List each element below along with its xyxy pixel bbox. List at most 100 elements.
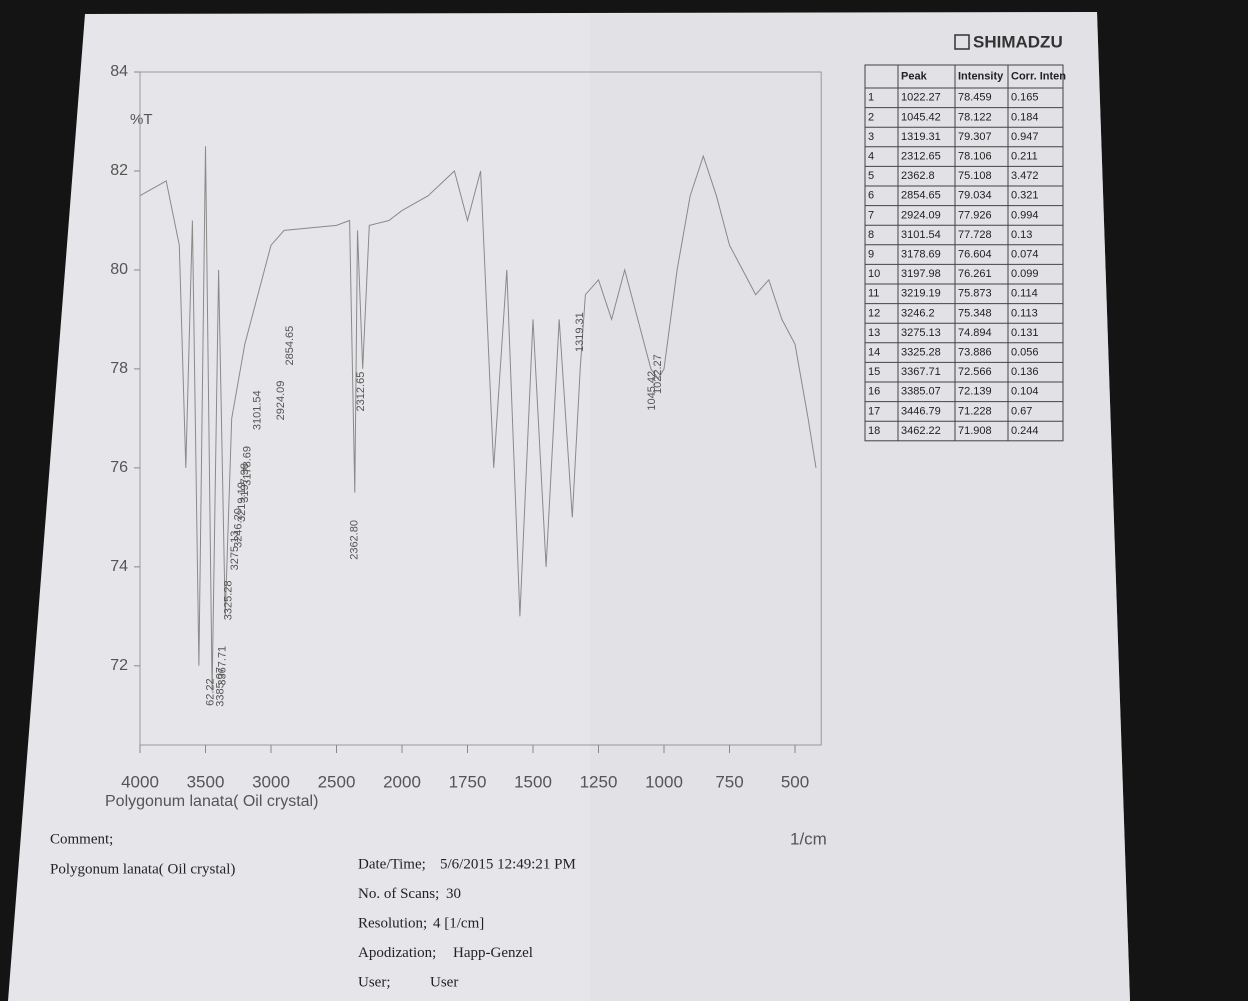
info-value: 30	[446, 886, 461, 902]
info-value: 5/6/2015 12:49:21 PM	[440, 856, 576, 872]
table-cell: 1045.42	[901, 111, 941, 123]
y-tick-label: 76	[110, 459, 128, 476]
table-cell: 0.131	[1011, 327, 1039, 339]
table-cell: 3219.19	[901, 288, 941, 300]
table-cell: 3385.07	[901, 386, 941, 398]
table-cell: 2312.65	[901, 151, 941, 163]
table-cell: 0.165	[1011, 92, 1039, 104]
table-cell: 3178.69	[901, 249, 941, 261]
peak-label: 2312.65	[355, 372, 367, 412]
table-cell: 72.566	[958, 366, 992, 378]
info-label: Resolution;	[358, 915, 427, 931]
table-cell: 3462.22	[901, 425, 941, 437]
peak-label: 1022.27	[652, 354, 664, 394]
table-cell: 73.886	[958, 347, 992, 359]
table-cell: 79.307	[958, 131, 992, 143]
comment-label: Comment;	[50, 831, 113, 847]
table-cell: 10	[868, 268, 880, 280]
table-cell: 0.994	[1011, 209, 1039, 221]
table-cell: 7	[868, 209, 874, 221]
table-cell: 0.67	[1011, 405, 1032, 417]
y-tick-label: 84	[110, 63, 128, 80]
table-cell: 74.894	[958, 327, 992, 339]
table-cell: 12	[868, 307, 880, 319]
table-cell: 17	[868, 405, 880, 417]
table-header: Intensity	[958, 70, 1004, 82]
table-cell: 3446.79	[901, 405, 941, 417]
table-cell: 0.321	[1011, 190, 1039, 202]
info-label: Apodization;	[358, 945, 436, 961]
info-label: No. of Scans;	[358, 886, 439, 902]
y-tick-label: 74	[110, 558, 128, 575]
peak-label: 3178.69	[241, 446, 253, 486]
table-cell: 78.106	[958, 151, 992, 163]
y-tick-label: 72	[110, 657, 128, 674]
peak-label: 2854.65	[284, 326, 296, 366]
info-value: 4 [1/cm]	[433, 915, 484, 931]
table-cell: 16	[868, 386, 880, 398]
table-cell: 3101.54	[901, 229, 941, 241]
table-cell: 11	[868, 288, 879, 300]
peak-label: 1319.31	[574, 312, 586, 352]
table-cell: 5	[868, 170, 874, 182]
table-cell: 2	[868, 111, 874, 123]
table-cell: 2854.65	[901, 190, 941, 202]
table-header: Corr. Inten	[1011, 70, 1066, 82]
peak-label: 2924.09	[275, 381, 287, 421]
x-tick-label: 3000	[252, 772, 290, 791]
y-tick-label: 78	[110, 360, 128, 377]
plot-frame	[139, 71, 822, 746]
info-label: User;	[358, 974, 391, 990]
table-cell: 77.728	[958, 229, 992, 241]
table-cell: 76.261	[958, 268, 992, 280]
x-tick-label: 3500	[187, 772, 225, 791]
peak-label: 2362.80	[348, 520, 360, 560]
table-cell: 0.104	[1011, 386, 1039, 398]
x-tick-label: 4000	[121, 772, 159, 791]
table-cell: 71.908	[958, 425, 992, 437]
table-cell: 2924.09	[901, 209, 941, 221]
table-cell: 75.873	[958, 288, 992, 300]
sample-name: Polygonum lanata( Oil crystal)	[105, 793, 318, 810]
table-cell: 0.184	[1011, 111, 1039, 123]
brand: SHIMADZU	[973, 32, 1063, 51]
table-cell: 8	[868, 229, 874, 241]
x-tick-label: 2000	[383, 772, 421, 791]
x-tick-label: 1250	[580, 772, 618, 791]
plot: 72 74 76 78 80 82 84 4000 3500 3000 2500 2000 1750 15…	[110, 63, 822, 791]
table-cell: 3325.28	[901, 347, 941, 359]
table-cell: 0.056	[1011, 347, 1039, 359]
table-cell: 1	[868, 92, 874, 104]
x-tick-label: 1500	[514, 772, 552, 791]
table-cell: 76.604	[958, 249, 992, 261]
table-cell: 1022.27	[901, 92, 941, 104]
peak-label: 3197.98	[239, 463, 251, 503]
x-tick-label: 1000	[645, 772, 683, 791]
table-cell: 0.211	[1011, 151, 1038, 163]
peak-label: 3275.13	[229, 531, 241, 571]
table-cell: 14	[868, 347, 880, 359]
table-cell: 77.926	[958, 209, 992, 221]
peak-label: 1045.42	[646, 371, 658, 411]
table-cell: 3367.71	[901, 366, 941, 378]
table-cell: 15	[868, 366, 880, 378]
table-cell: 0.074	[1011, 249, 1039, 261]
info-value: User	[430, 974, 458, 990]
spectrum-line	[139, 146, 817, 691]
info-value: Happ-Genzel	[453, 945, 533, 961]
y-axis-label: %T	[130, 111, 153, 128]
x-tick-label: 500	[781, 772, 809, 791]
table-cell: 0.099	[1011, 268, 1039, 280]
table-cell: 75.108	[958, 170, 992, 182]
table-cell: 0.244	[1011, 425, 1039, 437]
table-cell: 75.348	[958, 307, 992, 319]
table-cell: 0.114	[1011, 288, 1038, 300]
table-cell: 78.122	[958, 111, 992, 123]
table-cell: 6	[868, 190, 874, 202]
peak-table: Peak Intensity Corr. Inten 1 1022.27 78.459 0.…	[864, 64, 1066, 442]
table-cell: 3275.13	[901, 327, 941, 339]
peak-label: 3101.54	[252, 390, 264, 430]
table-cell: 2362.8	[901, 170, 935, 182]
